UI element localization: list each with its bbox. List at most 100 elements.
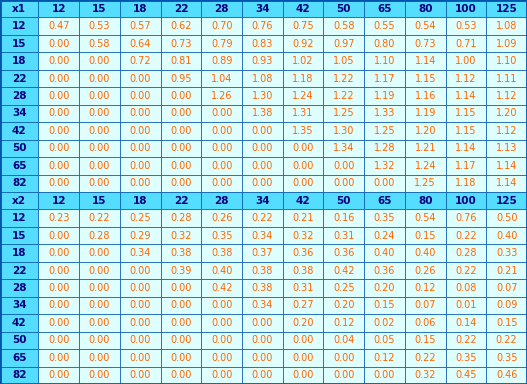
Bar (0, 17, 38, 35)
Bar (161, 367, 201, 384)
Text: 1.20: 1.20 (414, 126, 436, 136)
Bar (38, 297, 79, 314)
Text: 50: 50 (337, 4, 351, 14)
Bar (364, 122, 405, 140)
Text: 80: 80 (418, 4, 433, 14)
Bar (38, 314, 79, 332)
Text: 0.55: 0.55 (374, 21, 395, 31)
Text: 0.00: 0.00 (89, 91, 110, 101)
Text: 0.35: 0.35 (496, 353, 518, 363)
Bar (242, 35, 282, 52)
Bar (0, 314, 38, 332)
Bar (282, 70, 324, 87)
Bar (486, 314, 527, 332)
Text: 0.76: 0.76 (251, 21, 273, 31)
Bar (79, 227, 120, 244)
Text: 0.00: 0.00 (130, 370, 151, 380)
Text: 42: 42 (296, 196, 310, 206)
Bar (486, 17, 527, 35)
Text: 0.15: 0.15 (414, 231, 436, 241)
Bar (486, 140, 527, 157)
Text: 0.89: 0.89 (211, 56, 232, 66)
Bar (445, 349, 486, 367)
Text: 0.02: 0.02 (374, 318, 395, 328)
Text: 0.00: 0.00 (333, 370, 355, 380)
Bar (0, 122, 38, 140)
Bar (405, 192, 445, 209)
Text: 1.26: 1.26 (211, 91, 232, 101)
Bar (161, 140, 201, 157)
Text: 28: 28 (214, 4, 229, 14)
Text: 1.30: 1.30 (333, 126, 355, 136)
Bar (324, 87, 364, 105)
Bar (486, 262, 527, 279)
Text: 1.17: 1.17 (455, 161, 477, 171)
Text: 0.38: 0.38 (252, 283, 273, 293)
Text: 0.00: 0.00 (292, 161, 314, 171)
Text: 0.00: 0.00 (211, 178, 232, 188)
Bar (0, 367, 38, 384)
Bar (120, 35, 161, 52)
Bar (161, 87, 201, 105)
Bar (282, 52, 324, 70)
Bar (324, 0, 364, 17)
Bar (161, 314, 201, 332)
Text: 0.09: 0.09 (496, 300, 518, 310)
Text: 0.38: 0.38 (292, 266, 314, 276)
Bar (0, 140, 38, 157)
Bar (161, 209, 201, 227)
Bar (364, 227, 405, 244)
Bar (282, 367, 324, 384)
Text: 0.22: 0.22 (251, 213, 273, 223)
Text: 1.21: 1.21 (414, 143, 436, 153)
Text: 0.22: 0.22 (89, 213, 110, 223)
Text: 0.72: 0.72 (130, 56, 151, 66)
Bar (242, 157, 282, 175)
Bar (120, 157, 161, 175)
Text: 1.19: 1.19 (415, 108, 436, 118)
Bar (120, 227, 161, 244)
Text: 1.19: 1.19 (374, 91, 395, 101)
Text: 0.75: 0.75 (292, 21, 314, 31)
Text: 0.80: 0.80 (374, 39, 395, 49)
Bar (486, 349, 527, 367)
Bar (405, 0, 445, 17)
Bar (120, 17, 161, 35)
Bar (161, 157, 201, 175)
Text: 0.00: 0.00 (211, 370, 232, 380)
Text: 0.32: 0.32 (292, 231, 314, 241)
Text: 0.00: 0.00 (170, 91, 192, 101)
Text: 0.47: 0.47 (48, 21, 70, 31)
Bar (486, 105, 527, 122)
Text: 0.12: 0.12 (374, 353, 395, 363)
Text: 0.00: 0.00 (374, 178, 395, 188)
Bar (242, 70, 282, 87)
Bar (405, 52, 445, 70)
Bar (324, 70, 364, 87)
Text: 0.35: 0.35 (374, 213, 395, 223)
Text: 0.50: 0.50 (496, 213, 518, 223)
Bar (0, 227, 38, 244)
Text: 0.00: 0.00 (89, 335, 110, 345)
Bar (38, 52, 79, 70)
Text: 1.14: 1.14 (496, 178, 518, 188)
Bar (120, 209, 161, 227)
Bar (38, 105, 79, 122)
Bar (324, 17, 364, 35)
Text: 0.38: 0.38 (252, 266, 273, 276)
Bar (79, 175, 120, 192)
Text: 0.00: 0.00 (170, 143, 192, 153)
Bar (405, 35, 445, 52)
Bar (364, 87, 405, 105)
Bar (364, 367, 405, 384)
Bar (282, 244, 324, 262)
Text: 0.53: 0.53 (89, 21, 110, 31)
Bar (445, 157, 486, 175)
Text: 12: 12 (12, 213, 26, 223)
Text: 0.00: 0.00 (170, 353, 192, 363)
Bar (364, 140, 405, 157)
Bar (242, 0, 282, 17)
Text: 15: 15 (92, 4, 107, 14)
Bar (0, 70, 38, 87)
Text: 0.21: 0.21 (496, 266, 518, 276)
